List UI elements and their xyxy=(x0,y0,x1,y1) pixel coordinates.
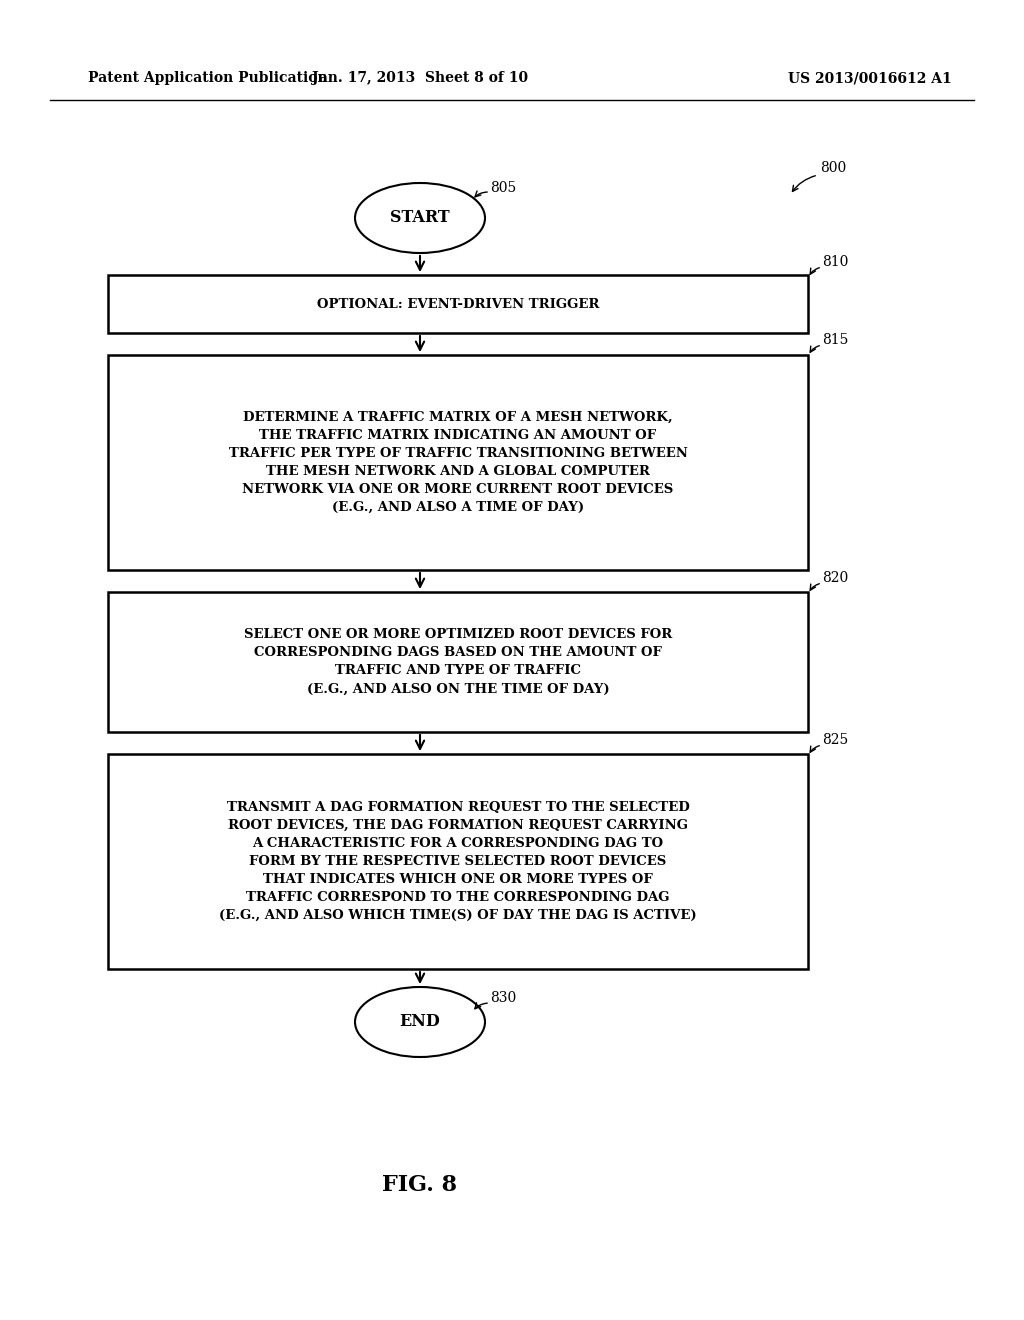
Text: END: END xyxy=(399,1014,440,1031)
Text: 825: 825 xyxy=(822,733,848,747)
Text: 815: 815 xyxy=(822,333,848,347)
Text: US 2013/0016612 A1: US 2013/0016612 A1 xyxy=(788,71,952,84)
Text: Patent Application Publication: Patent Application Publication xyxy=(88,71,328,84)
Bar xyxy=(108,591,808,733)
Text: TRANSMIT A DAG FORMATION REQUEST TO THE SELECTED
ROOT DEVICES, THE DAG FORMATION: TRANSMIT A DAG FORMATION REQUEST TO THE … xyxy=(219,801,696,921)
Bar xyxy=(108,355,808,570)
Text: 805: 805 xyxy=(490,181,516,195)
Text: DETERMINE A TRAFFIC MATRIX OF A MESH NETWORK,
THE TRAFFIC MATRIX INDICATING AN A: DETERMINE A TRAFFIC MATRIX OF A MESH NET… xyxy=(228,411,687,513)
Text: FIG. 8: FIG. 8 xyxy=(382,1173,458,1196)
Text: Jan. 17, 2013  Sheet 8 of 10: Jan. 17, 2013 Sheet 8 of 10 xyxy=(312,71,528,84)
Text: 810: 810 xyxy=(822,255,848,269)
Text: 800: 800 xyxy=(820,161,846,176)
Text: SELECT ONE OR MORE OPTIMIZED ROOT DEVICES FOR
CORRESPONDING DAGS BASED ON THE AM: SELECT ONE OR MORE OPTIMIZED ROOT DEVICE… xyxy=(244,628,672,696)
Bar xyxy=(108,754,808,969)
Text: START: START xyxy=(390,210,450,227)
Bar xyxy=(108,275,808,333)
Text: 820: 820 xyxy=(822,572,848,585)
Text: 830: 830 xyxy=(490,991,516,1005)
Text: OPTIONAL: EVENT-DRIVEN TRIGGER: OPTIONAL: EVENT-DRIVEN TRIGGER xyxy=(316,297,599,310)
